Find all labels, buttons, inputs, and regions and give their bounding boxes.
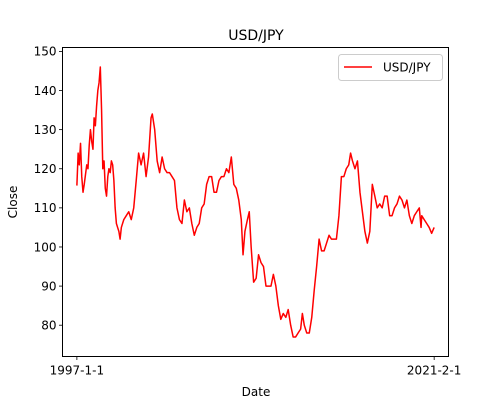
- x-tick-label: 2021-2-1: [407, 364, 461, 378]
- x-tick-label: 1997-1-1: [50, 364, 104, 378]
- chart-title: USD/JPY: [228, 28, 284, 44]
- legend: USD/JPY: [338, 54, 443, 81]
- y-axis-label: Close: [6, 186, 20, 219]
- y-tick-label: 100: [34, 240, 57, 254]
- y-tick-label: 90: [41, 279, 56, 293]
- y-tick-label: 150: [34, 45, 57, 59]
- x-axis-label: Date: [242, 385, 271, 399]
- x-axis: 1997-1-1 2021-2-1: [50, 356, 461, 378]
- plot-frame: [62, 47, 449, 357]
- series-line-usdjpy: [76, 66, 435, 338]
- y-tick-label: 110: [34, 201, 57, 215]
- y-axis: 80 90 100 110 120 130 140 150: [34, 45, 63, 333]
- legend-entry-usdjpy: USD/JPY: [383, 61, 431, 75]
- legend-box: [338, 54, 443, 81]
- series-layer: [76, 66, 435, 338]
- y-tick-label: 80: [41, 319, 56, 333]
- y-tick-label: 120: [34, 162, 57, 176]
- y-tick-label: 140: [34, 84, 57, 98]
- y-tick-label: 130: [34, 123, 57, 137]
